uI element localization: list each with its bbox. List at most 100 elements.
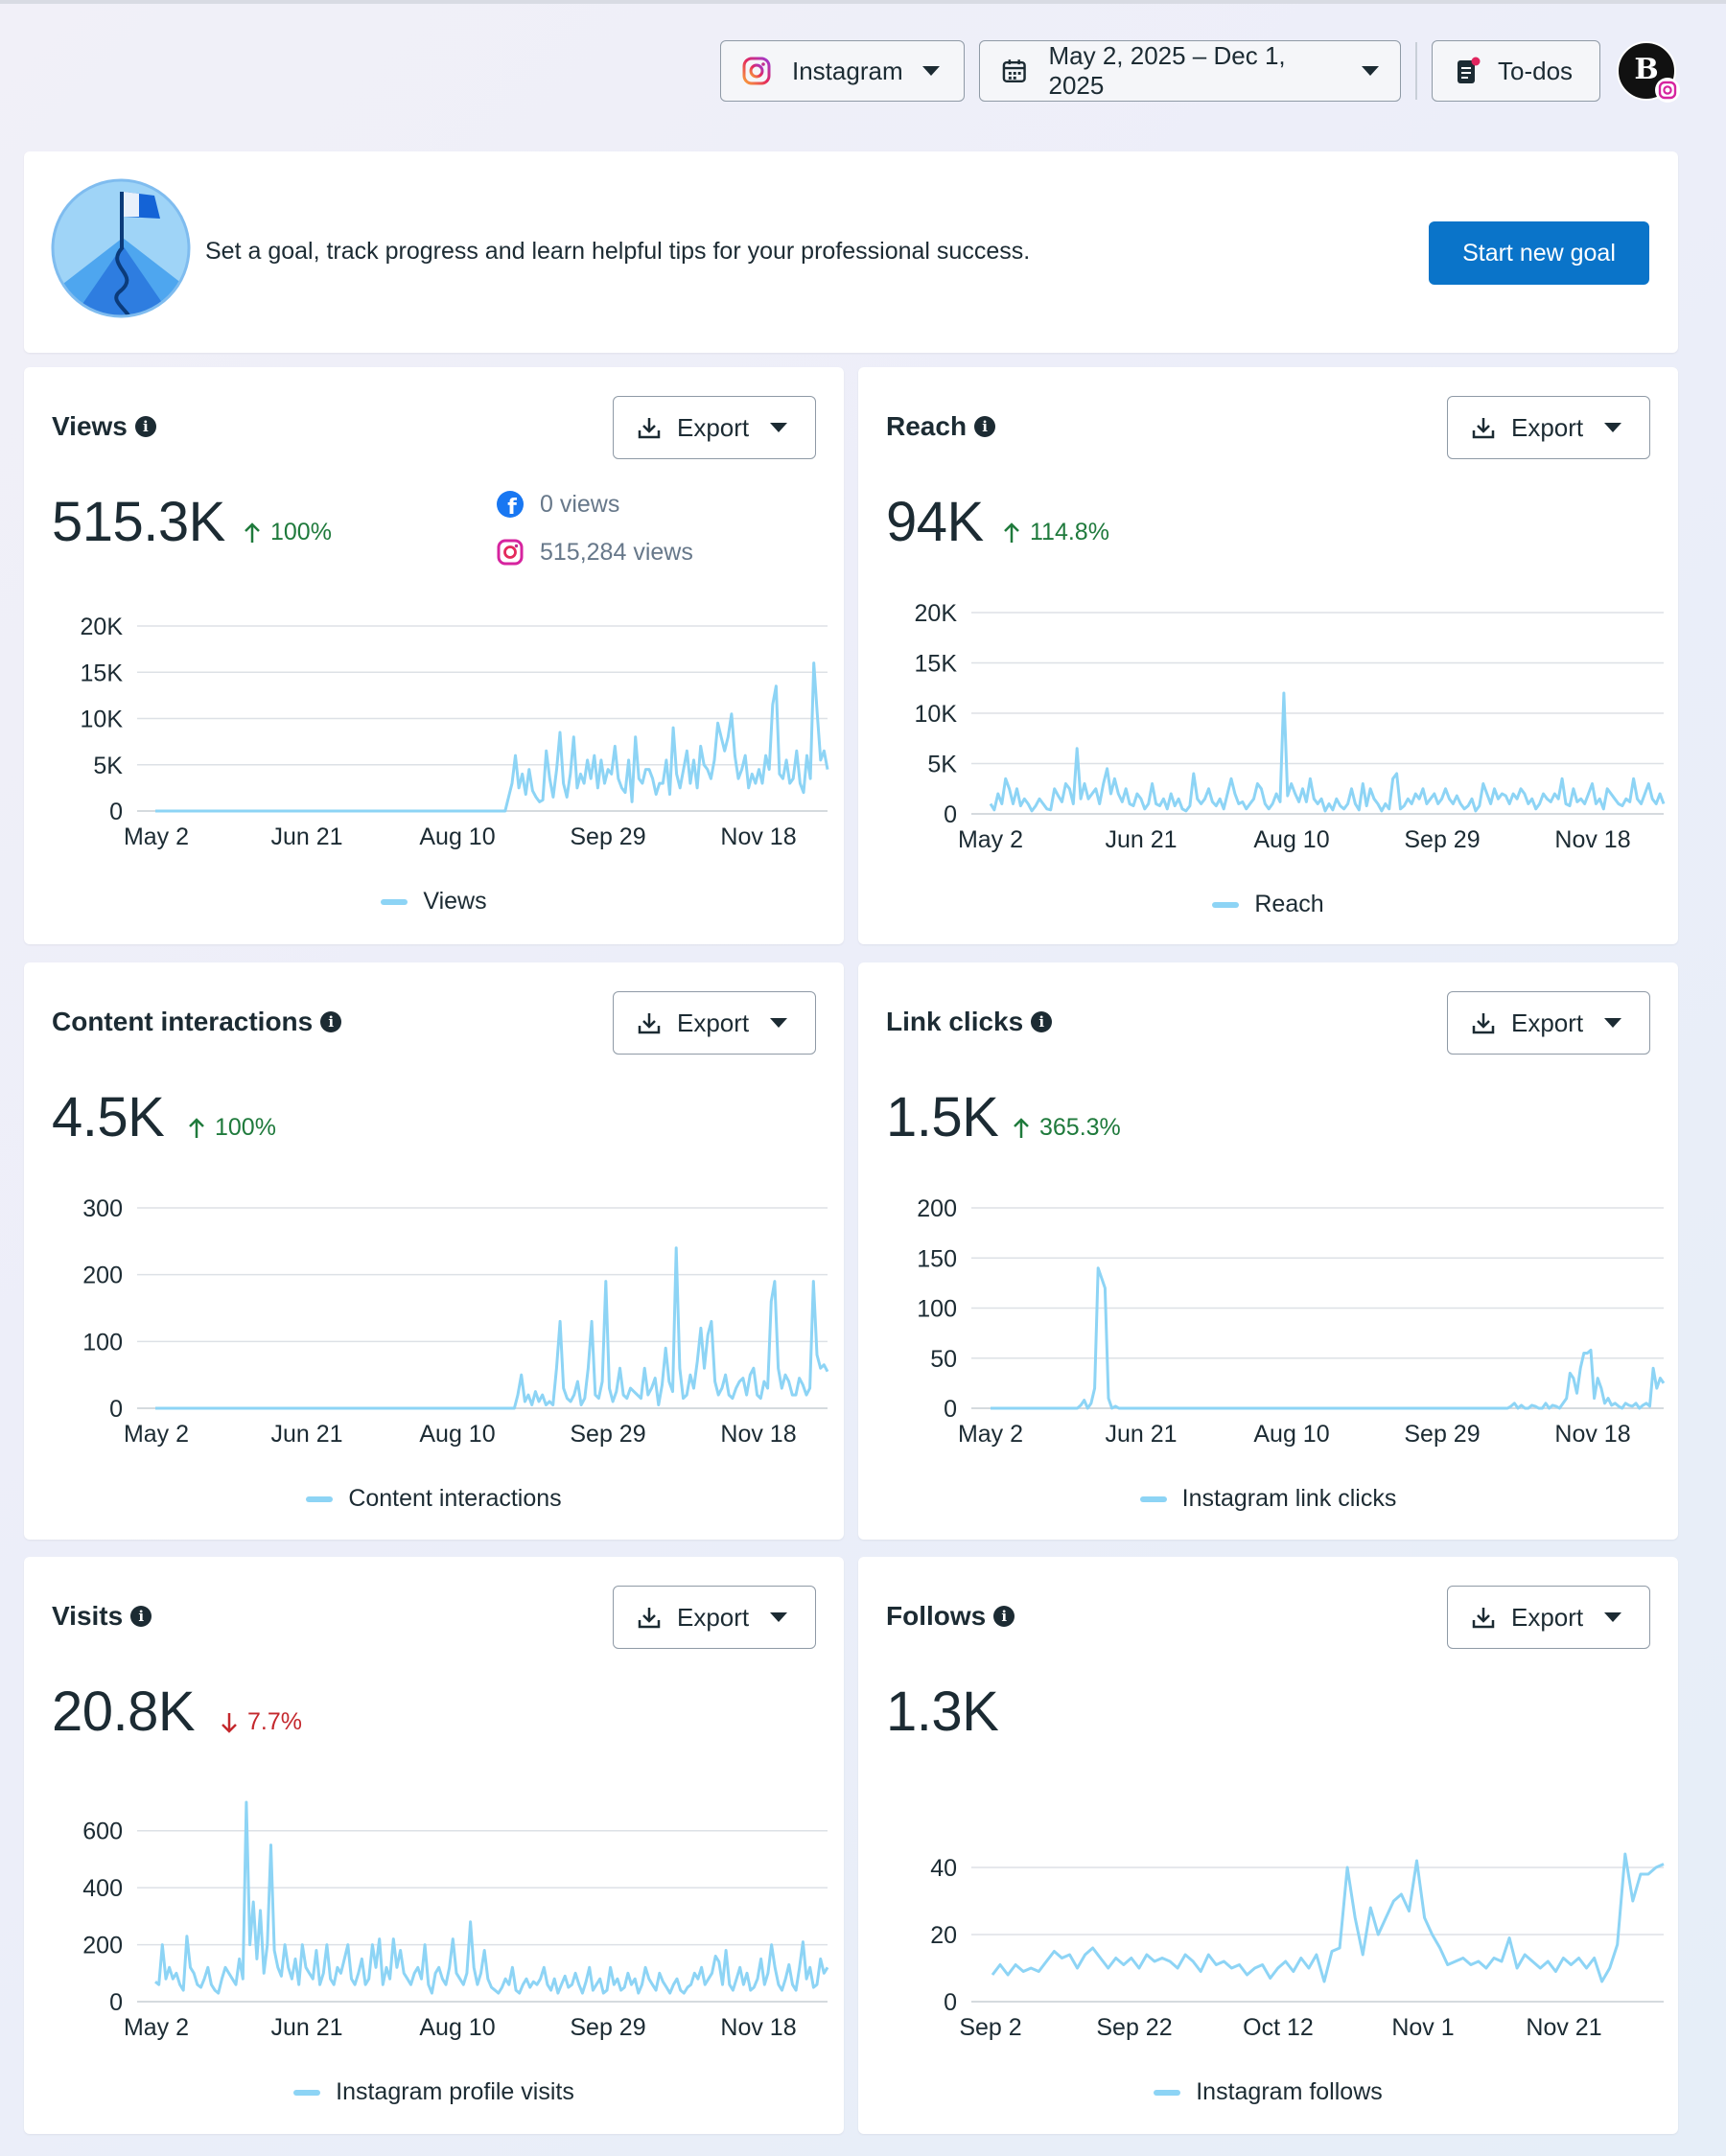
views-card: Views i Export 515.3K 100% f 0 views 515,28… [24,367,844,944]
info-icon[interactable]: i [134,416,156,437]
legend-label: Instagram follows [1196,2078,1383,2105]
avatar[interactable]: B [1617,41,1680,103]
series-line [991,1266,1666,1410]
x-tick-label: Sep 29 [570,1421,645,1448]
instagram-badge-icon [1655,78,1680,103]
card-title: Content interactions i [52,1007,342,1037]
x-tick-label: Nov 18 [720,2014,796,2041]
export-label: Export [677,412,750,442]
line-chart: 0 5K 10K 15K 20K May 2 Jun 21 Aug 10 Sep 29 Nov 1… [915,600,1666,853]
card-title-text: Link clicks [886,1007,1024,1036]
start-new-goal-button[interactable]: Start new goal [1429,221,1649,285]
date-range-selector[interactable]: May 2, 2025 – Dec 1, 2025 [979,40,1401,102]
series-line [154,1800,829,1995]
legend-swatch [381,898,408,905]
export-button[interactable]: Export [613,396,816,459]
export-button[interactable]: Export [1447,396,1650,459]
todos-label: To-dos [1498,56,1574,85]
trend-indicator: 7.7% [221,1708,302,1736]
x-tick-label: Aug 10 [1253,1421,1329,1448]
export-button[interactable]: Export [1447,1586,1650,1649]
platform-breakdown-item: 515,284 views [496,538,693,567]
x-tick-label: Sep 29 [1404,826,1480,853]
metric-value: 20.8K [52,1681,196,1743]
x-tick-label: Sep 22 [1096,2014,1172,2041]
legend-label: Reach [1254,891,1324,917]
chevron-down-icon [1604,1018,1622,1028]
export-label: Export [1511,1008,1584,1037]
series-line [989,691,1666,813]
legend-label: Instagram link clicks [1181,1485,1397,1512]
platform-label: Instagram [792,56,903,85]
x-tick-label: Nov 18 [1554,1421,1630,1448]
card-title-text: Content interactions [52,1007,314,1036]
y-tick-label: 20K [81,614,124,640]
legend-swatch [293,2089,321,2096]
instagram-icon [497,539,524,566]
x-tick-label: May 2 [124,823,189,850]
chart-legend: Content interactions [24,1485,844,1513]
x-tick-label: Jun 21 [270,2014,342,2041]
y-tick-label: 0 [109,1989,123,2016]
info-icon[interactable]: i [974,416,996,437]
trend-text: 100% [270,519,332,545]
chevron-down-icon [770,1018,788,1028]
y-tick-label: 15K [915,651,958,678]
card-title-text: Visits [52,1601,124,1631]
y-tick-label: 0 [944,801,957,828]
x-tick-label: Sep 29 [570,823,645,850]
y-tick-label: 15K [81,660,124,686]
x-tick-label: Sep 2 [959,2014,1021,2041]
arrow-up-icon [1004,522,1019,543]
export-button[interactable]: Export [613,991,816,1055]
chevron-down-icon [770,423,788,432]
y-tick-label: 50 [930,1346,957,1373]
platform-breakdown-text: 515,284 views [540,538,693,566]
y-tick-label: 400 [82,1875,123,1902]
goal-banner-text: Set a goal, track progress and learn hel… [205,238,1031,265]
x-tick-label: May 2 [958,1421,1023,1448]
export-label: Export [1511,412,1584,442]
chevron-down-icon [1604,423,1622,432]
x-tick-label: Aug 10 [419,2014,495,2041]
chevron-down-icon [1604,1612,1622,1622]
x-tick-label: Aug 10 [1253,826,1329,853]
x-tick-label: Oct 12 [1243,2014,1314,2041]
y-tick-label: 0 [109,799,123,825]
card-title: Reach i [886,411,996,442]
chevron-down-icon [770,1612,788,1622]
svg-text:f: f [507,496,517,519]
x-tick-label: May 2 [958,826,1023,853]
metric-value: 94K [886,491,984,553]
card-title-text: Views [52,411,128,441]
export-label: Export [677,1008,750,1037]
arrow-up-icon [189,1117,204,1138]
legend-label: Instagram profile visits [336,2078,574,2105]
legend-label: Views [423,888,487,915]
todos-button[interactable]: To-dos [1432,40,1600,102]
chart-legend: Instagram follows [858,2078,1678,2106]
info-icon[interactable]: i [1031,1011,1053,1032]
trend-indicator: 365.3% [1013,1114,1121,1142]
todo-list-icon [1458,57,1481,83]
download-icon [1472,418,1495,439]
y-tick-label: 150 [917,1245,957,1272]
trend-text: 100% [215,1114,276,1141]
line-chart: 0 200 400 600 May 2 Jun 21 Aug 10 Sep 29 Nov 18 [82,1800,829,2041]
instagram-icon [742,57,771,85]
calendar-icon [1002,59,1026,83]
info-icon[interactable]: i [993,1606,1015,1627]
legend-swatch [1212,901,1240,908]
x-tick-label: May 2 [124,2014,189,2041]
info-icon[interactable]: i [320,1011,342,1032]
line-chart: 0 20 40 Sep 2 Sep 22 Oct 12 Nov 1 Nov 21 [930,1852,1665,2041]
legend-swatch [306,1495,334,1502]
header-divider [1415,42,1417,100]
export-button[interactable]: Export [1447,991,1650,1055]
x-tick-label: Aug 10 [419,823,495,850]
info-icon[interactable]: i [130,1606,152,1627]
card-title: Follows i [886,1601,1015,1632]
metric-value: 1.3K [886,1681,999,1743]
platform-selector[interactable]: Instagram [720,40,965,102]
export-button[interactable]: Export [613,1586,816,1649]
